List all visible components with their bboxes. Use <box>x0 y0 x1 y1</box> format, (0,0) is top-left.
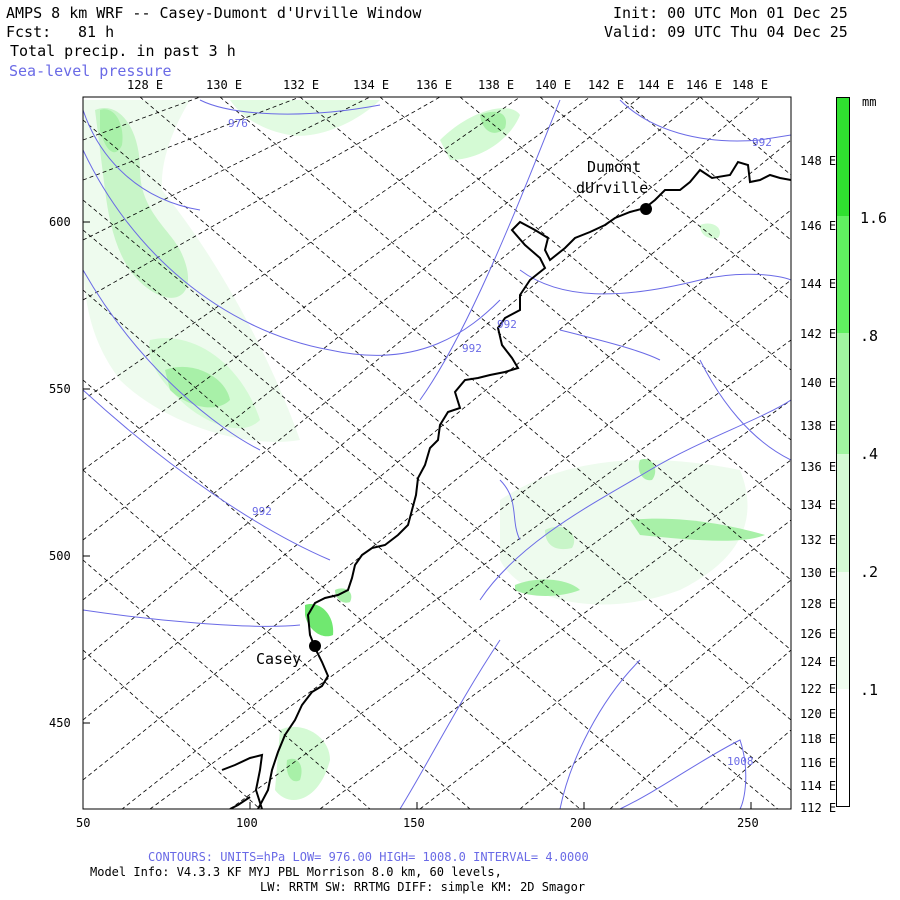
top-lon-label: 140 E <box>535 78 571 92</box>
plot-frame <box>82 96 792 810</box>
x-tick-label: 50 <box>76 816 90 830</box>
colorbar-band-0.2 <box>837 454 849 572</box>
y-axis <box>83 221 90 724</box>
contour-info: CONTOURS: UNITS=hPa LOW= 976.00 HIGH= 10… <box>148 850 589 864</box>
right-lon-label: 130 E <box>800 566 836 580</box>
right-lon-label: 144 E <box>800 277 836 291</box>
overlay-name: Sea-level pressure <box>9 62 172 80</box>
right-lon-label: 126 E <box>800 627 836 641</box>
precip-shading <box>83 100 765 800</box>
field-name: Total precip. in past 3 h <box>10 42 236 60</box>
top-lon-label: 130 E <box>206 78 242 92</box>
top-lon-label: 142 E <box>588 78 624 92</box>
top-lon-label: 138 E <box>478 78 514 92</box>
top-lon-label: 144 E <box>638 78 674 92</box>
top-lon-label: 132 E <box>283 78 319 92</box>
dumont-durville-station-label-line2: dUrville <box>576 179 648 197</box>
contour-label-992: 992 <box>462 342 482 355</box>
right-lon-label: 114 E <box>800 779 836 793</box>
right-lon-label: 116 E <box>800 756 836 770</box>
casey-station-marker <box>309 640 321 652</box>
colorbar-units: mm <box>862 95 877 109</box>
forecast-label: Fcst: <box>6 23 52 41</box>
physics-info: LW: RRTM SW: RRTMG DIFF: simple KM: 2D S… <box>260 880 586 894</box>
top-lon-label: 134 E <box>353 78 389 92</box>
right-lon-label: 146 E <box>800 219 836 233</box>
colorbar-label-0.2: .2 <box>860 563 879 581</box>
colorbar-band-0.1 <box>837 572 849 689</box>
contour-label-992: 992 <box>252 505 272 518</box>
y-tick-label: 600 <box>49 215 71 229</box>
right-lon-label: 122 E <box>800 682 836 696</box>
coastline <box>221 160 791 809</box>
casey-station-label: Casey <box>256 650 301 668</box>
valid-time: Valid: 09 UTC Thu 04 Dec 25 <box>604 23 848 41</box>
top-lon-label: 128 E <box>127 78 163 92</box>
dumont-durville-station-label: Dumont <box>587 158 641 176</box>
right-lon-label: 120 E <box>800 707 836 721</box>
colorbar-band-0 <box>837 689 849 806</box>
colorbar-band-1.6 <box>837 98 849 216</box>
colorbar-label-1.6: 1.6 <box>860 209 888 227</box>
colorbar-band-0.8 <box>837 216 849 333</box>
colorbar-label-0.4: .4 <box>860 445 879 463</box>
forecast-hours: 81 h <box>78 23 115 41</box>
right-lon-label: 136 E <box>800 460 836 474</box>
right-lon-label: 138 E <box>800 419 836 433</box>
graticule <box>83 97 791 809</box>
right-lon-label: 132 E <box>800 533 836 547</box>
precip-colorbar <box>836 97 850 807</box>
top-lon-label: 136 E <box>416 78 452 92</box>
contour-label-992: 992 <box>752 136 772 149</box>
model-info: Model Info: V4.3.3 KF MYJ PBL Morrison 8… <box>90 865 502 879</box>
dumont-durville-station-marker <box>640 203 652 215</box>
right-lon-label: 140 E <box>800 376 836 390</box>
right-lon-label: 124 E <box>800 655 836 669</box>
colorbar-label-0.1: .1 <box>860 681 879 699</box>
contour-labels: 976 992 992 992 992 1008 <box>228 117 772 768</box>
contour-label-1008: 1008 <box>727 755 754 768</box>
x-axis <box>82 802 752 809</box>
init-time: Init: 00 UTC Mon 01 Dec 25 <box>613 4 848 22</box>
top-lon-label: 148 E <box>732 78 768 92</box>
y-tick-label: 450 <box>49 716 71 730</box>
x-tick-label: 150 <box>403 816 425 830</box>
map-title: AMPS 8 km WRF -- Casey-Dumont d'Urville … <box>6 4 422 22</box>
top-lon-label: 146 E <box>686 78 722 92</box>
right-lon-label: 128 E <box>800 597 836 611</box>
x-tick-label: 250 <box>737 816 759 830</box>
y-tick-label: 500 <box>49 549 71 563</box>
contour-label-976: 976 <box>228 117 248 130</box>
x-tick-label: 100 <box>236 816 258 830</box>
colorbar-band-0.4 <box>837 333 849 454</box>
right-lon-label: 112 E <box>800 801 836 815</box>
colorbar-label-0.8: .8 <box>860 327 879 345</box>
y-tick-label: 550 <box>49 382 71 396</box>
right-lon-label: 148 E <box>800 154 836 168</box>
contour-label-992: 992 <box>497 318 517 331</box>
pressure-contours <box>83 99 791 809</box>
right-lon-label: 142 E <box>800 327 836 341</box>
right-lon-label: 118 E <box>800 732 836 746</box>
x-tick-label: 200 <box>570 816 592 830</box>
right-lon-label: 134 E <box>800 498 836 512</box>
